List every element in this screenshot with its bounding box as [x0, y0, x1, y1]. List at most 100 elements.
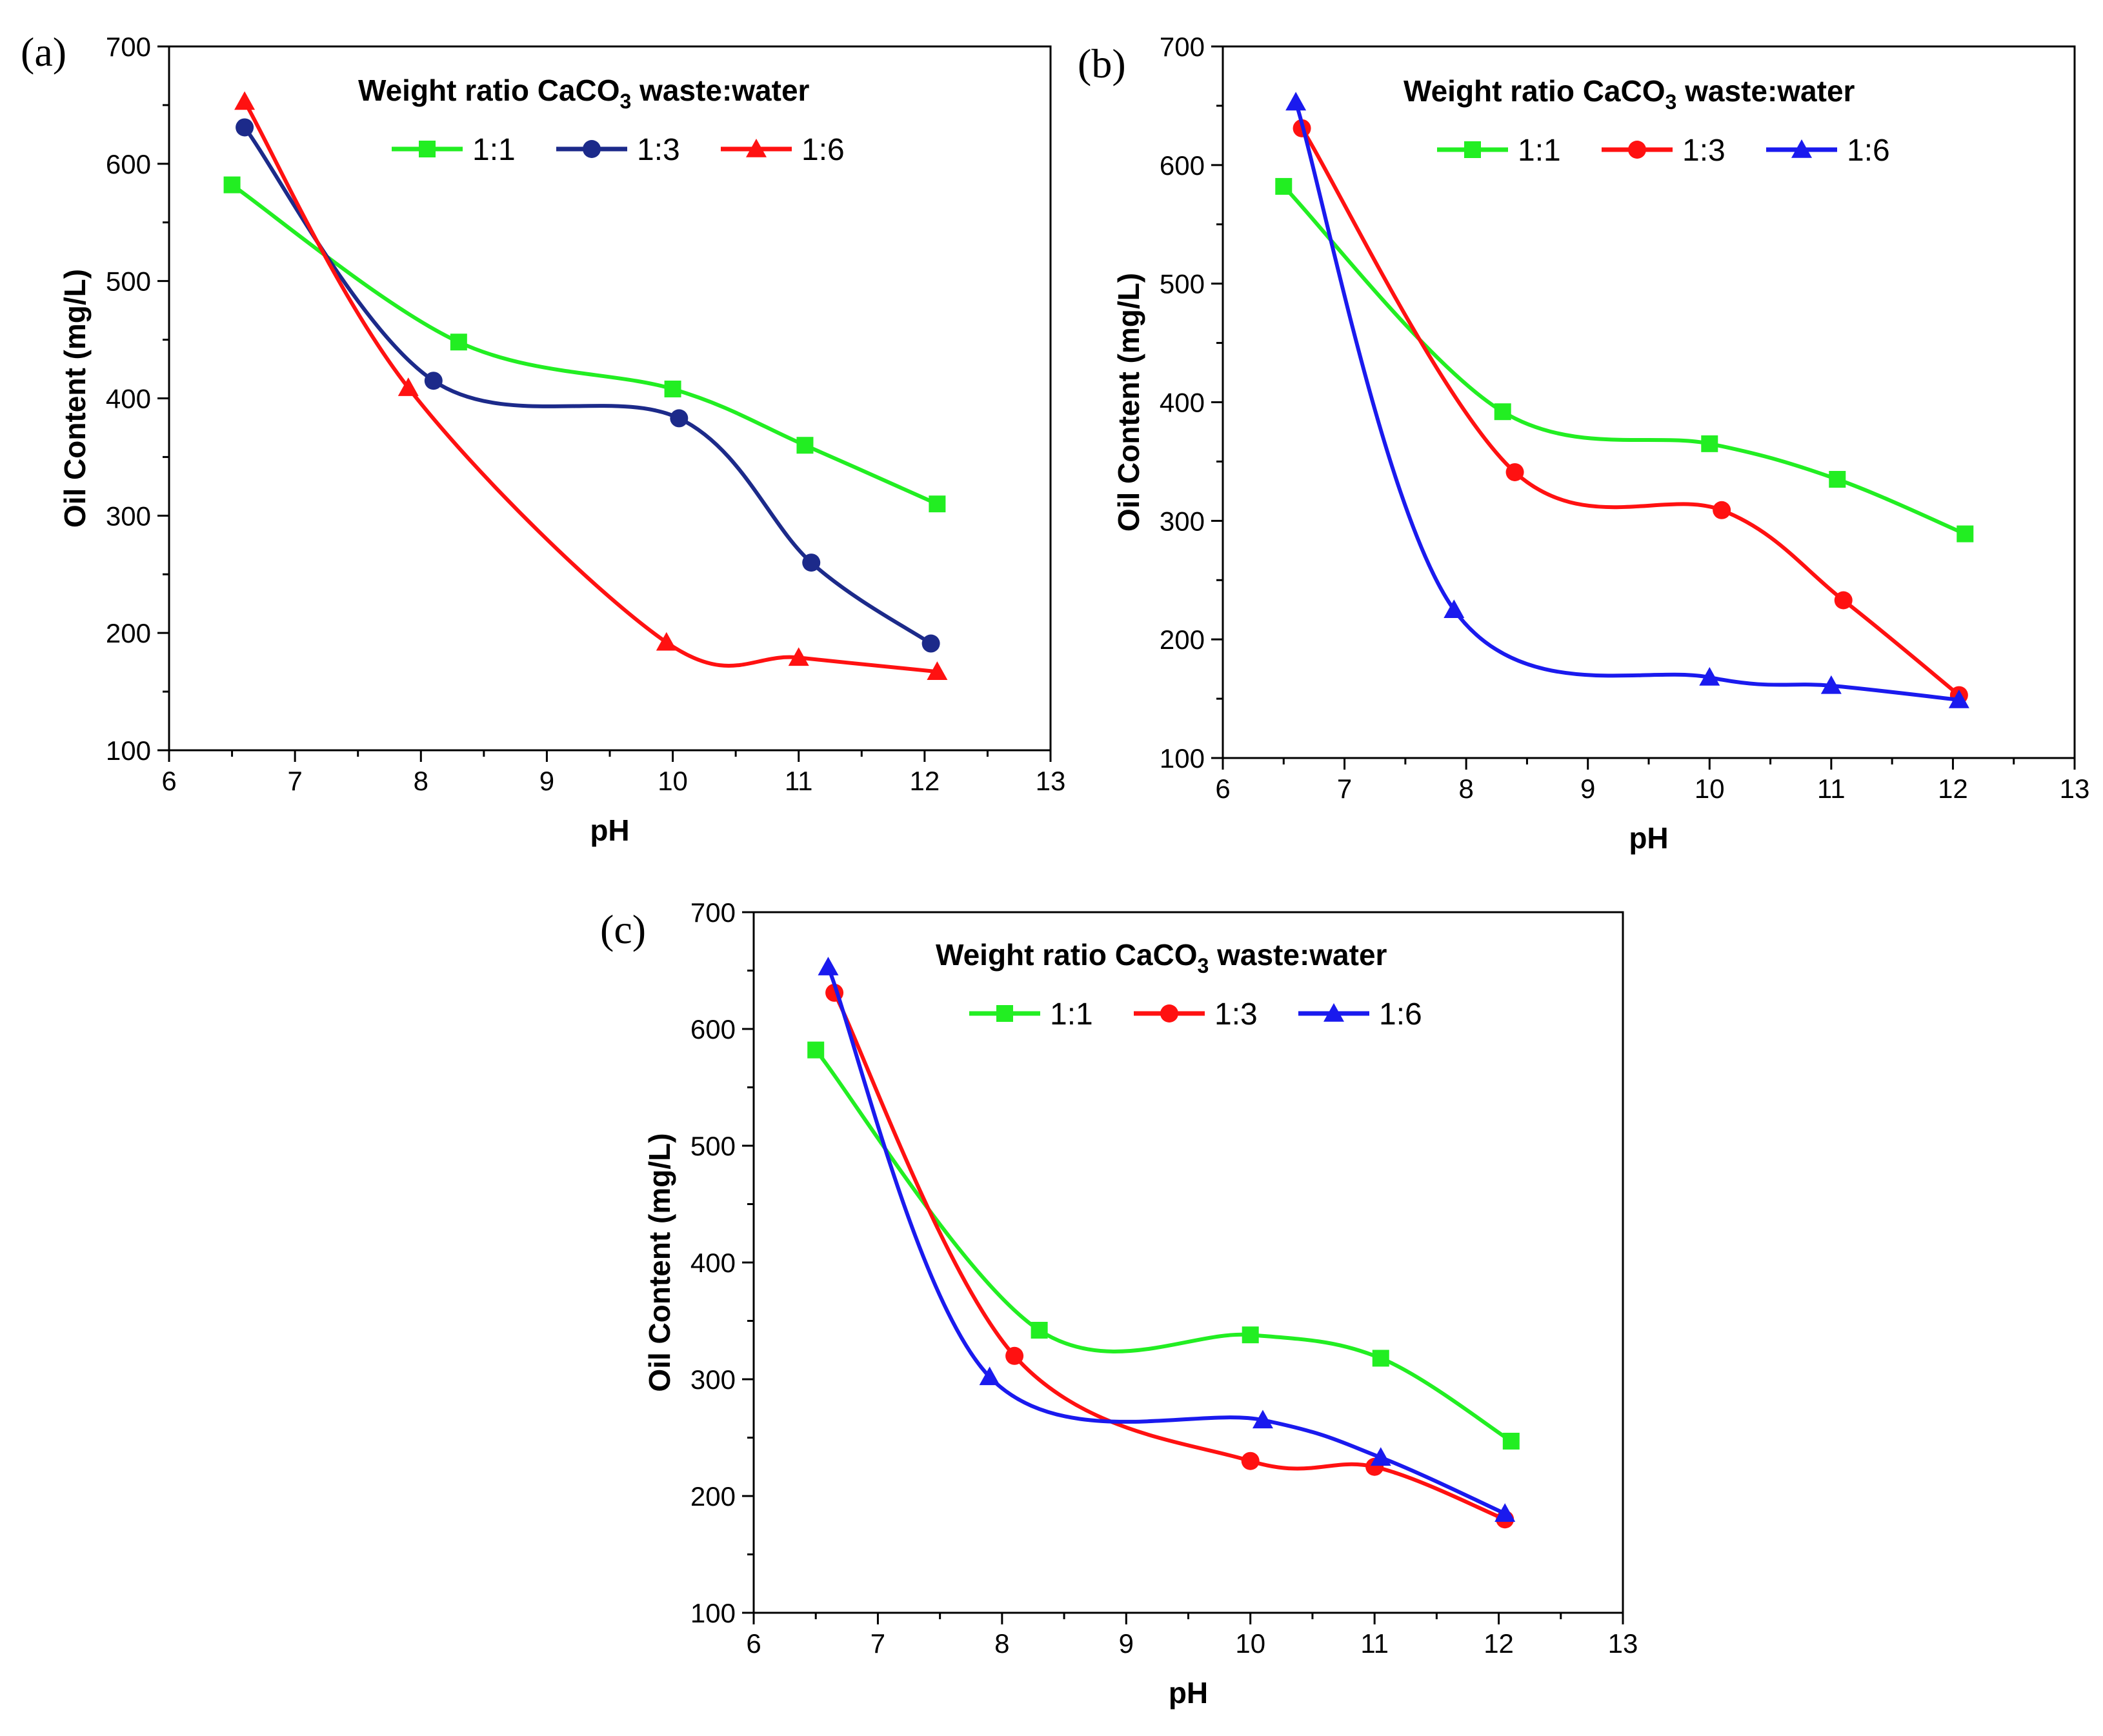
chart-2-x-tick-label: 7 [1337, 773, 1352, 804]
chart-1-legend-label: 1:1 [472, 133, 516, 167]
chart-1-data-point [796, 437, 814, 454]
chart-3-x-tick-label: 7 [870, 1628, 885, 1659]
chart-1-data-point [223, 176, 241, 194]
chart-2-series-1-6 [1285, 92, 1969, 708]
chart-1-data-point [656, 632, 677, 651]
chart-3-series-line [826, 966, 1506, 1515]
chart-1-series-1-1 [223, 176, 946, 513]
chart-3-data-point [1372, 1350, 1389, 1367]
chart-1-series-1-3 [236, 118, 940, 653]
chart-3-y-axis-title: Oil Content (mg/L) [643, 1133, 676, 1392]
chart-2-legend-title: Weight ratio CaCO3 waste:water [1404, 74, 1855, 114]
chart-3-x-tick-label: 8 [994, 1628, 1009, 1659]
chart-2-x-tick-label: 12 [1938, 773, 1968, 804]
chart-1-x-tick-label: 11 [785, 766, 813, 796]
chart-1-data-point [450, 334, 467, 351]
chart-2-y-tick-label: 500 [1160, 269, 1205, 299]
chart-1-y-tick-label: 400 [106, 384, 151, 414]
chart-1-series-line [243, 126, 932, 645]
chart-2-data-point [1948, 689, 1969, 708]
chart-3: 6 7 8 9 10 11 12 13 100 200 300 400 500 600 700 pH Oil C… [600, 897, 1638, 1710]
chart-2-legend-item-1-6: 1:6 [1766, 134, 1890, 168]
chart-3-x-tick-label: 6 [746, 1628, 761, 1659]
chart-3-series-1-3 [825, 983, 1514, 1529]
chart-3-x-tick-label: 9 [1119, 1628, 1134, 1659]
chart-3-legend-marker [1323, 1003, 1344, 1022]
chart-1-x-tick-label: 10 [658, 766, 688, 796]
chart-3-y-tick-label: 500 [690, 1131, 736, 1161]
chart-2-x-tick-label: 6 [1215, 773, 1230, 804]
chart-2-data-point [1444, 599, 1465, 619]
chart-2-data-point [1957, 525, 1974, 543]
chart-2-legend-label: 1:1 [1518, 134, 1561, 168]
chart-1-x-tick-label: 13 [1036, 766, 1066, 796]
chart-2-legend-item-1-1: 1:1 [1437, 134, 1561, 168]
chart-2-data-point [1494, 403, 1511, 421]
chart-3-y-tick-label: 400 [690, 1248, 736, 1278]
chart-1-data-point [927, 661, 948, 680]
chart-3-legend-label: 1:1 [1050, 997, 1093, 1032]
chart-2-legend-marker [1464, 141, 1481, 158]
chart-1: 6 7 8 9 10 11 12 13 100 200 300 400 500 600 700 pH Oil C… [21, 29, 1065, 847]
chart-3-data-point [1494, 1503, 1516, 1522]
chart-3-data-point [807, 1041, 825, 1059]
chart-3-data-point [1242, 1326, 1259, 1344]
chart-1-legend-item-1-6: 1:6 [721, 133, 845, 167]
chart-1-panel-label: (a) [21, 29, 66, 75]
chart-3-legend-title: Weight ratio CaCO3 waste:water [936, 938, 1387, 977]
chart-3-data-point [1502, 1432, 1520, 1450]
chart-2-series-line [1294, 101, 1960, 702]
chart-1-y-tick-label: 100 [106, 735, 151, 766]
chart-1-y-tick-label: 200 [106, 618, 151, 648]
chart-3-x-tick-label: 13 [1608, 1628, 1638, 1659]
chart-3-data-point [1031, 1321, 1048, 1339]
chart-2-y-tick-label: 400 [1160, 388, 1205, 418]
chart-2-legend-item-1-3: 1:3 [1602, 134, 1726, 168]
chart-2-series-1-1 [1275, 177, 1974, 543]
chart-2-data-point [1713, 501, 1731, 519]
chart-2-x-tick-label: 13 [2060, 773, 2090, 804]
chart-2-series-line [1300, 127, 1960, 697]
chart-2-y-axis-title: Oil Content (mg/L) [1112, 273, 1145, 532]
chart-2-series-1-3 [1293, 119, 1968, 704]
chart-1-legend-label: 1:3 [637, 133, 680, 167]
chart-1-legend-marker [746, 139, 767, 157]
chart-2-x-tick-label: 8 [1458, 773, 1473, 804]
chart-2: 6 7 8 9 10 11 12 13 100 200 300 400 500 600 700 pH Oil C… [1078, 32, 2089, 855]
chart-3-legend-marker [996, 1005, 1013, 1022]
chart-1-data-point [802, 554, 821, 572]
chart-1-y-tick-label: 700 [106, 32, 151, 62]
chart-2-y-tick-label: 300 [1160, 506, 1205, 536]
chart-1-y-tick-label: 500 [106, 266, 151, 297]
chart-2-x-tick-label: 9 [1580, 773, 1595, 804]
chart-1-legend-item-1-1: 1:1 [392, 133, 516, 167]
chart-1-legend-title: Weight ratio CaCO3 waste:water [358, 74, 810, 113]
chart-3-x-tick-label: 10 [1235, 1628, 1265, 1659]
chart-1-x-tick-label: 6 [161, 766, 176, 796]
chart-2-legend-marker [1628, 141, 1646, 159]
chart-2-data-point [1699, 666, 1720, 686]
chart-1-legend-item-1-3: 1:3 [556, 133, 680, 167]
chart-2-data-point [1701, 435, 1718, 452]
chart-1-data-point [921, 634, 940, 653]
chart-3-data-point [1370, 1447, 1391, 1466]
chart-2-y-tick-label: 700 [1160, 32, 1205, 62]
chart-1-y-axis-title: Oil Content (mg/L) [58, 269, 92, 528]
chart-3-series-line [832, 992, 1506, 1521]
chart-1-data-point [234, 91, 256, 110]
chart-3-x-tick-label: 12 [1484, 1628, 1514, 1659]
chart-1-legend-label: 1:6 [801, 133, 845, 167]
chart-2-panel-label: (b) [1078, 41, 1126, 86]
chart-3-legend-label: 1:3 [1214, 997, 1258, 1032]
chart-1-data-point [670, 409, 689, 428]
chart-2-legend-label: 1:6 [1847, 134, 1890, 168]
chart-2-x-tick-label: 10 [1695, 773, 1725, 804]
chart-3-legend-item-1-1: 1:1 [969, 997, 1093, 1032]
chart-2-series-line [1282, 185, 1966, 536]
chart-3-x-axis-title: pH [1169, 1676, 1208, 1710]
chart-1-series-1-6 [234, 91, 948, 680]
chart-2-x-axis-title: pH [1629, 821, 1668, 855]
chart-3-panel-label: (c) [600, 906, 646, 952]
chart-1-x-tick-label: 9 [539, 766, 554, 796]
chart-1-series-line [230, 183, 938, 506]
